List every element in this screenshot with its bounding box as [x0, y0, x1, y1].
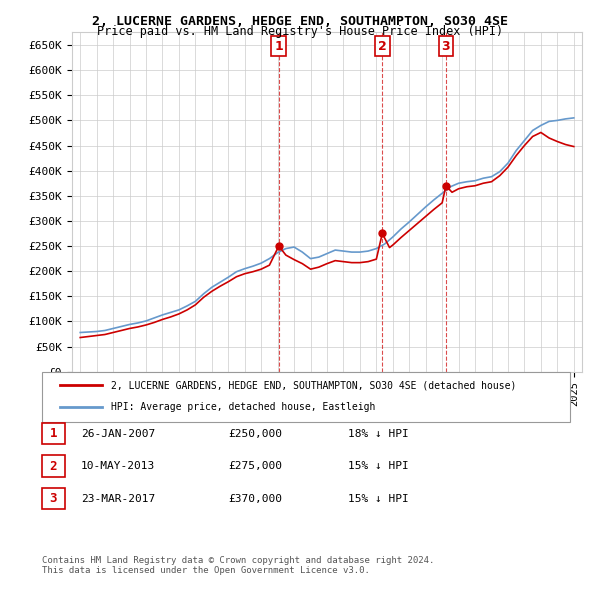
Text: HPI: Average price, detached house, Eastleigh: HPI: Average price, detached house, East…	[111, 402, 376, 412]
Text: Contains HM Land Registry data © Crown copyright and database right 2024.
This d: Contains HM Land Registry data © Crown c…	[42, 556, 434, 575]
Text: 10-MAY-2013: 10-MAY-2013	[81, 461, 155, 471]
Text: Price paid vs. HM Land Registry's House Price Index (HPI): Price paid vs. HM Land Registry's House …	[97, 25, 503, 38]
Text: 2: 2	[378, 40, 386, 53]
Text: 15% ↓ HPI: 15% ↓ HPI	[348, 461, 409, 471]
Text: 3: 3	[50, 492, 57, 505]
Text: 23-MAR-2017: 23-MAR-2017	[81, 494, 155, 503]
Text: £250,000: £250,000	[228, 429, 282, 438]
Text: 1: 1	[274, 40, 283, 53]
Text: £275,000: £275,000	[228, 461, 282, 471]
Text: 26-JAN-2007: 26-JAN-2007	[81, 429, 155, 438]
Text: 2, LUCERNE GARDENS, HEDGE END, SOUTHAMPTON, SO30 4SE: 2, LUCERNE GARDENS, HEDGE END, SOUTHAMPT…	[92, 15, 508, 28]
Text: 2, LUCERNE GARDENS, HEDGE END, SOUTHAMPTON, SO30 4SE (detached house): 2, LUCERNE GARDENS, HEDGE END, SOUTHAMPT…	[111, 381, 517, 390]
Text: £370,000: £370,000	[228, 494, 282, 503]
Text: 2: 2	[50, 460, 57, 473]
Text: 15% ↓ HPI: 15% ↓ HPI	[348, 494, 409, 503]
Text: 1: 1	[50, 427, 57, 440]
Text: 18% ↓ HPI: 18% ↓ HPI	[348, 429, 409, 438]
Text: 3: 3	[442, 40, 450, 53]
